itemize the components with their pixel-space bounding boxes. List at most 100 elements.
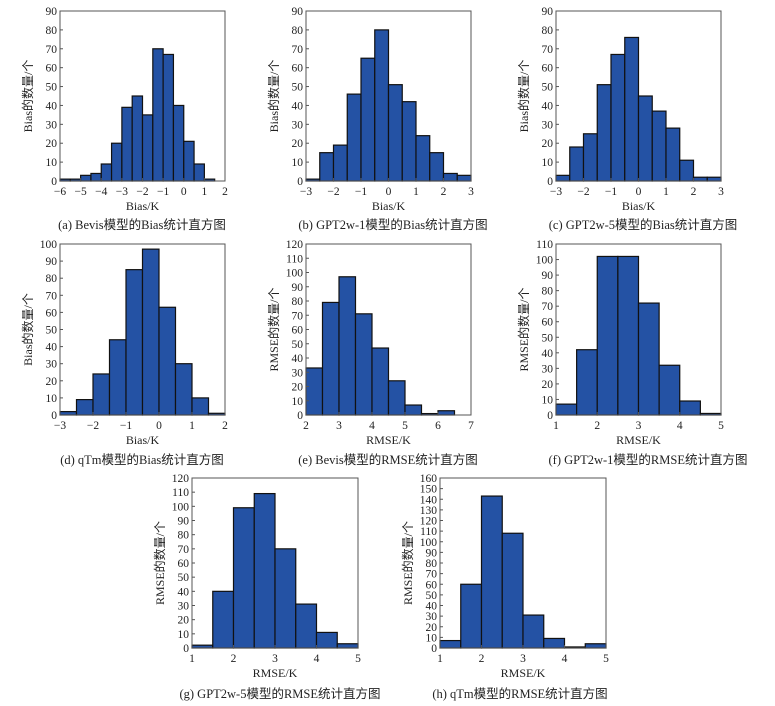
y-axis-label: Bias的数量/个 bbox=[20, 60, 35, 133]
histogram-bar bbox=[665, 127, 681, 182]
y-tick-label: 20 bbox=[178, 615, 190, 627]
caption-b: (b) GPT2w-1模型的Bias统计直方图 bbox=[298, 218, 488, 232]
x-tick-label: −2 bbox=[87, 420, 99, 432]
histogram-svg: 0102030405060708090100110120130140150160… bbox=[400, 473, 609, 680]
x-tick-label: 5 bbox=[718, 420, 724, 432]
y-axis-label: Bias的数量/个 bbox=[20, 293, 35, 366]
y-tick-label: 30 bbox=[292, 367, 304, 379]
x-tick-label: 0 bbox=[181, 186, 187, 198]
histogram-bar bbox=[617, 255, 640, 416]
x-tick-label: 3 bbox=[336, 420, 342, 432]
histogram-svg: 0 10 20 30 40 50 60 70 80 90 100 110 120 2 3 4 5 6 7 RMSE/K… bbox=[266, 239, 474, 447]
histogram-bar bbox=[387, 380, 406, 416]
histogram-svg: 0 10 20 30 40 50 60 70 80 90 −3 −2 −1 0 1 2 3 Bias/K Bias的… bbox=[516, 6, 724, 213]
y-tick-label: 0 bbox=[297, 410, 303, 422]
caption-h: (h) qTm模型的RMSE统计直方图 bbox=[432, 687, 608, 701]
histogram-bar bbox=[555, 403, 578, 416]
histogram-svg: 0 10 20 30 40 50 60 70 80 90 −6 −5 −4 −3 −2 −1 0 1 2 Bias/K… bbox=[20, 6, 228, 213]
y-tick-label: 90 bbox=[542, 6, 554, 18]
histogram-panel-a: 0 10 20 30 40 50 60 70 80 90 −6 −5 −4 −3 −2 −1 0 1 2 Bias/K… bbox=[20, 5, 235, 221]
x-tick-label: 1 bbox=[663, 186, 669, 198]
y-axis-label: Bias的数量/个 bbox=[266, 60, 281, 133]
histogram-bar bbox=[387, 84, 403, 182]
histogram-bar bbox=[460, 583, 483, 649]
y-tick-label: 30 bbox=[46, 359, 58, 371]
y-tick-label: 10 bbox=[292, 157, 304, 169]
y-tick-label: 70 bbox=[426, 569, 438, 581]
histogram-panel-d: 0 10 20 30 40 50 60 70 80 90 100 −3 −2 −1 0 1 2 Bias/K Bia… bbox=[20, 238, 235, 455]
x-tick-label: 3 bbox=[718, 186, 724, 198]
histogram-bar bbox=[637, 95, 653, 182]
y-tick-label: 60 bbox=[426, 579, 438, 591]
x-tick-label: 2 bbox=[594, 420, 600, 432]
histogram-bar bbox=[555, 174, 571, 182]
y-tick-label: 60 bbox=[46, 63, 58, 75]
x-tick-label: 5 bbox=[355, 653, 361, 665]
y-tick-label: 60 bbox=[292, 325, 304, 337]
y-tick-label: 30 bbox=[542, 363, 554, 375]
histogram-bar bbox=[569, 146, 585, 182]
caption-d: (d) qTm模型的Bias统计直方图 bbox=[60, 453, 224, 467]
y-tick-label: 90 bbox=[292, 282, 304, 294]
x-axis-label: Bias/K bbox=[372, 199, 406, 213]
y-tick-label: 110 bbox=[172, 487, 189, 499]
y-tick-label: 30 bbox=[178, 601, 190, 613]
y-tick-label: 100 bbox=[536, 255, 554, 267]
histogram-bar bbox=[596, 255, 619, 416]
y-tick-label: 80 bbox=[178, 530, 190, 542]
histogram-bar bbox=[212, 590, 235, 649]
histogram-bar bbox=[90, 172, 102, 182]
y-tick-label: 30 bbox=[542, 119, 554, 131]
x-tick-label: 2 bbox=[231, 653, 237, 665]
y-tick-label: 40 bbox=[178, 586, 190, 598]
y-tick-label: 120 bbox=[172, 473, 190, 485]
y-tick-label: 70 bbox=[46, 290, 58, 302]
histogram-bar bbox=[141, 248, 160, 416]
y-tick-label: 140 bbox=[420, 494, 438, 506]
x-tick-label: 3 bbox=[520, 653, 526, 665]
y-tick-label: 20 bbox=[292, 138, 304, 150]
y-tick-label: 70 bbox=[542, 44, 554, 56]
histogram-panel-e: 0 10 20 30 40 50 60 70 80 90 100 110 120 2 3 4 5 6 7 RMSE/K… bbox=[266, 238, 481, 455]
y-tick-label: 0 bbox=[183, 643, 189, 655]
histogram-bar bbox=[141, 114, 154, 182]
y-tick-label: 10 bbox=[46, 393, 58, 405]
y-axis-label: RMSE的数量/个 bbox=[516, 287, 531, 371]
y-tick-label: 50 bbox=[426, 590, 438, 602]
x-tick-label: −4 bbox=[95, 186, 107, 198]
y-tick-label: 10 bbox=[542, 157, 554, 169]
y-tick-label: 0 bbox=[431, 643, 437, 655]
histogram-bar bbox=[543, 637, 566, 649]
y-tick-label: 80 bbox=[542, 286, 554, 298]
histogram-bar bbox=[354, 313, 373, 416]
histogram-bar bbox=[131, 95, 144, 182]
x-axis-label: RMSE/K bbox=[501, 666, 546, 680]
histogram-bar bbox=[637, 302, 660, 416]
x-tick-label: −6 bbox=[54, 186, 66, 198]
y-tick-label: 60 bbox=[542, 317, 554, 329]
histogram-bar bbox=[480, 495, 503, 649]
y-tick-label: 80 bbox=[46, 25, 58, 37]
x-tick-label: 3 bbox=[468, 186, 474, 198]
plot-area: 0 10 20 30 40 50 60 70 80 90 100 −3 −2 −1 0 1 2 Bias/K Bia… bbox=[20, 239, 228, 447]
y-tick-label: 90 bbox=[542, 270, 554, 282]
y-tick-label: 110 bbox=[536, 239, 553, 251]
caption-g: (g) GPT2w-5模型的RMSE统计直方图 bbox=[179, 687, 381, 701]
histogram-bar bbox=[110, 142, 123, 182]
y-tick-label: 10 bbox=[542, 394, 554, 406]
y-tick-label: 10 bbox=[46, 157, 58, 169]
y-tick-label: 70 bbox=[292, 44, 304, 56]
plot-area: 0 10 20 30 40 50 60 70 80 90 100 110 120 1 2 3 4 5 RMSE/K R… bbox=[152, 473, 361, 680]
y-tick-label: 100 bbox=[420, 537, 438, 549]
y-tick-label: 40 bbox=[292, 100, 304, 112]
x-tick-label: 2 bbox=[691, 186, 697, 198]
histogram-bar bbox=[692, 176, 708, 182]
x-tick-label: 0 bbox=[386, 186, 392, 198]
x-tick-label: −2 bbox=[136, 186, 148, 198]
histogram-bar bbox=[183, 140, 195, 182]
histogram-bar bbox=[100, 163, 113, 182]
x-tick-label: 2 bbox=[222, 420, 228, 432]
histogram-panel-g: 0 10 20 30 40 50 60 70 80 90 100 110 120 1 2 3 4 5 RMSE/K R… bbox=[152, 472, 368, 688]
x-axis-label: RMSE/K bbox=[366, 433, 411, 447]
histogram-bar bbox=[360, 57, 376, 182]
